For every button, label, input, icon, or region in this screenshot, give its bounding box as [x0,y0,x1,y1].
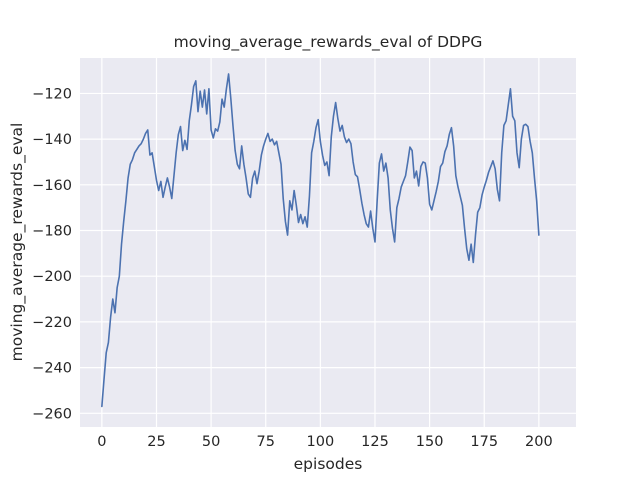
y-tick-label: −240 [32,361,72,377]
x-tick-label: 200 [525,434,553,450]
y-tick-label: −160 [32,178,72,194]
y-tick-label: −200 [32,269,72,285]
x-tick-label: 125 [361,434,389,450]
y-tick-label: −140 [32,132,72,148]
y-tick-label: −120 [32,86,72,102]
x-tick-label: 175 [470,434,498,450]
y-tick-label: −180 [32,224,72,240]
x-tick-label: 25 [147,434,165,450]
x-tick-label: 75 [257,434,275,450]
x-tick-labels: 0 25 50 75 100 125 150 175 200 [97,434,552,450]
plot-area-background [80,58,576,427]
y-tick-label: −260 [32,406,72,422]
x-axis-label: episodes [294,455,363,473]
x-tick-label: 100 [307,434,335,450]
chart-title: moving_average_rewards_eval of DDPG [174,33,483,52]
x-tick-label: 150 [416,434,444,450]
x-tick-label: 0 [97,434,106,450]
y-axis-label: moving_average_rewards_eval [8,123,27,362]
y-tick-label: −220 [32,315,72,331]
x-tick-label: 50 [202,434,220,450]
reward-line-series [101,73,540,408]
y-tick-labels: −120 −140 −160 −180 −200 −220 −240 −260 [32,86,72,422]
